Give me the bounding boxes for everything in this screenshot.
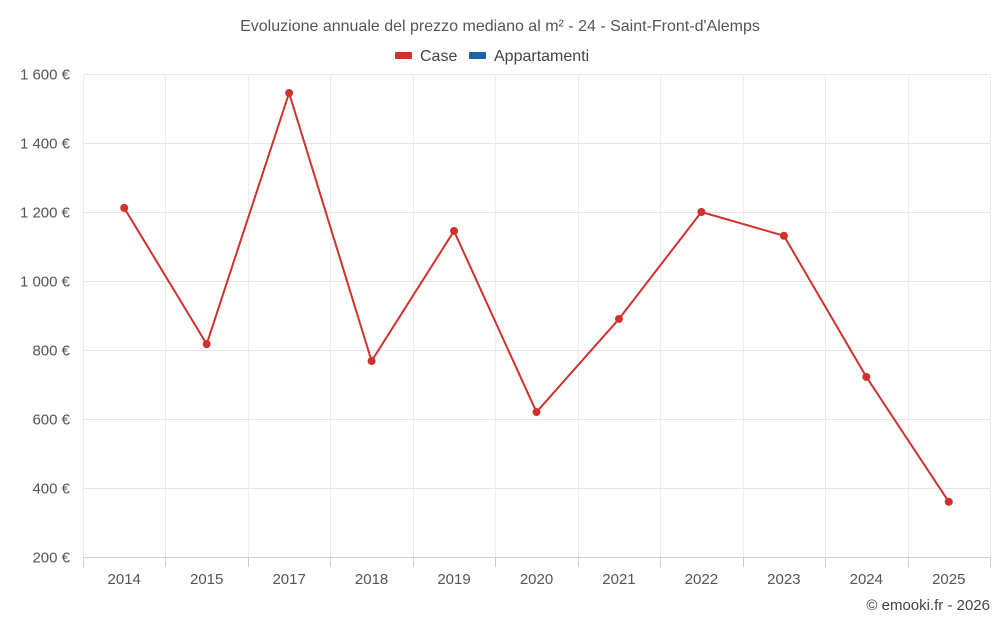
x-tick-label: 2018 <box>355 571 388 588</box>
footer-credit: © emooki.fr - 2026 <box>866 597 990 614</box>
y-tick-label: 800 € <box>32 343 70 360</box>
x-tick-label: 2021 <box>602 571 635 588</box>
y-axis: 200 € 400 € 600 € 800 € 1 000 € 1 200 € 1 400 … <box>20 67 71 567</box>
series-layer <box>120 88 953 506</box>
x-tick-label: 2020 <box>520 571 553 588</box>
x-tick-label: 2017 <box>272 571 305 588</box>
x-tick-label: 2019 <box>437 571 470 588</box>
y-tick-label: 1 600 € <box>20 67 71 84</box>
y-tick-label: 1 200 € <box>20 205 71 222</box>
data-point-case-2018 <box>367 357 376 366</box>
data-point-case-2019 <box>450 226 459 235</box>
y-tick-label: 1 400 € <box>20 136 71 153</box>
y-tick-label: 1 000 € <box>20 274 71 291</box>
legend: Case Appartamenti <box>395 48 589 65</box>
legend-swatch-case <box>395 52 412 59</box>
y-tick-label: 200 € <box>32 550 70 567</box>
legend-swatch-appartamenti <box>469 52 486 59</box>
y-tick-label: 600 € <box>32 412 70 429</box>
data-point-case-2021 <box>614 314 623 323</box>
data-point-case-2023 <box>779 231 788 240</box>
x-tick-label: 2025 <box>932 571 965 588</box>
x-tick-label: 2022 <box>685 571 718 588</box>
chart-title: Evoluzione annuale del prezzo mediano al… <box>240 18 760 35</box>
plot-grid <box>83 74 991 558</box>
data-point-case-2017 <box>285 88 294 97</box>
legend-item-case[interactable]: Case <box>395 48 457 65</box>
x-tick-label: 2023 <box>767 571 800 588</box>
legend-label-case: Case <box>420 48 457 65</box>
y-tick-label: 400 € <box>32 481 70 498</box>
x-tick-label: 2015 <box>190 571 223 588</box>
data-point-case-2024 <box>862 372 871 381</box>
data-point-case-2014 <box>120 203 129 212</box>
x-tick-label: 2024 <box>850 571 883 588</box>
x-tick-label: 2014 <box>108 571 141 588</box>
data-point-case-2025 <box>944 497 953 506</box>
data-point-case-2020 <box>532 408 541 417</box>
data-point-case-2015 <box>202 340 211 349</box>
data-point-case-2022 <box>697 208 706 216</box>
legend-label-appartamenti: Appartamenti <box>494 48 589 65</box>
legend-item-appartamenti[interactable]: Appartamenti <box>469 48 589 65</box>
x-axis: 2014 2015 2017 2018 2019 2020 2021 2022 2023 2024… <box>83 557 991 588</box>
